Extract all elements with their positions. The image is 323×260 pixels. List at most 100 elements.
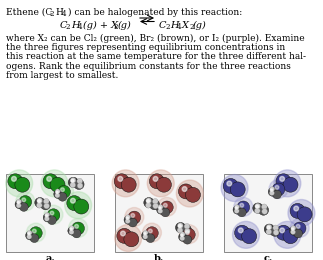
Circle shape bbox=[71, 179, 74, 182]
Text: the three figures representing equilibrium concentrations in: the three figures representing equilibri… bbox=[6, 43, 285, 52]
Circle shape bbox=[146, 234, 155, 243]
Circle shape bbox=[157, 197, 176, 216]
Circle shape bbox=[37, 198, 42, 204]
Circle shape bbox=[124, 232, 139, 247]
Circle shape bbox=[163, 203, 167, 207]
Text: Ethene (C: Ethene (C bbox=[6, 8, 52, 17]
Circle shape bbox=[273, 190, 281, 199]
Circle shape bbox=[270, 189, 273, 191]
Circle shape bbox=[56, 191, 58, 193]
Circle shape bbox=[274, 221, 301, 248]
Circle shape bbox=[117, 228, 132, 243]
Circle shape bbox=[28, 233, 30, 235]
Text: X: X bbox=[182, 21, 189, 30]
Circle shape bbox=[43, 213, 52, 222]
Circle shape bbox=[68, 218, 88, 237]
Circle shape bbox=[67, 196, 82, 211]
Text: c.: c. bbox=[263, 254, 273, 260]
Circle shape bbox=[75, 224, 78, 228]
Circle shape bbox=[118, 177, 123, 181]
Circle shape bbox=[16, 203, 21, 208]
Circle shape bbox=[274, 170, 301, 197]
Circle shape bbox=[181, 234, 183, 236]
Text: H: H bbox=[55, 8, 63, 17]
Circle shape bbox=[182, 228, 195, 241]
Text: H: H bbox=[71, 21, 79, 30]
Circle shape bbox=[185, 187, 201, 202]
Circle shape bbox=[147, 200, 150, 203]
Circle shape bbox=[15, 200, 24, 209]
Circle shape bbox=[253, 203, 263, 213]
Circle shape bbox=[47, 209, 60, 222]
Circle shape bbox=[161, 208, 170, 217]
Circle shape bbox=[176, 180, 203, 207]
Circle shape bbox=[230, 182, 245, 197]
Circle shape bbox=[237, 208, 246, 217]
Circle shape bbox=[44, 198, 49, 204]
Circle shape bbox=[296, 224, 300, 228]
Circle shape bbox=[70, 228, 72, 230]
Text: 2: 2 bbox=[165, 23, 170, 31]
Circle shape bbox=[27, 230, 32, 235]
Circle shape bbox=[112, 170, 139, 197]
Circle shape bbox=[291, 226, 296, 231]
Text: C: C bbox=[60, 21, 68, 30]
Circle shape bbox=[15, 177, 30, 192]
Circle shape bbox=[234, 205, 239, 210]
Circle shape bbox=[38, 200, 41, 203]
Circle shape bbox=[158, 205, 163, 210]
Circle shape bbox=[159, 207, 161, 209]
Circle shape bbox=[161, 201, 173, 214]
Circle shape bbox=[27, 234, 32, 239]
Circle shape bbox=[131, 213, 135, 217]
Circle shape bbox=[272, 183, 285, 196]
Circle shape bbox=[114, 174, 129, 189]
Circle shape bbox=[65, 192, 92, 219]
Circle shape bbox=[142, 223, 162, 242]
Circle shape bbox=[125, 215, 130, 220]
Text: where X₂ can be Cl₂ (green), Br₂ (brown), or I₂ (purple). Examine: where X₂ can be Cl₂ (green), Br₂ (brown)… bbox=[6, 34, 305, 43]
Circle shape bbox=[29, 227, 42, 239]
Circle shape bbox=[240, 203, 244, 207]
Circle shape bbox=[19, 203, 28, 211]
Circle shape bbox=[178, 223, 183, 229]
Circle shape bbox=[125, 207, 144, 226]
Circle shape bbox=[269, 191, 274, 196]
FancyBboxPatch shape bbox=[115, 174, 203, 252]
Circle shape bbox=[36, 203, 42, 208]
Circle shape bbox=[22, 198, 26, 202]
Circle shape bbox=[267, 226, 270, 229]
Circle shape bbox=[152, 198, 158, 204]
Circle shape bbox=[45, 215, 47, 217]
Circle shape bbox=[72, 229, 81, 238]
Text: 2: 2 bbox=[49, 10, 54, 18]
Circle shape bbox=[143, 234, 148, 239]
Circle shape bbox=[273, 230, 279, 235]
Circle shape bbox=[55, 189, 60, 194]
Circle shape bbox=[255, 208, 260, 213]
Circle shape bbox=[234, 225, 250, 240]
Circle shape bbox=[19, 196, 32, 208]
Text: (g) + X: (g) + X bbox=[83, 21, 118, 30]
Circle shape bbox=[12, 177, 16, 181]
Text: this reaction at the same temperature for the three different hal-: this reaction at the same temperature fo… bbox=[6, 53, 306, 61]
Circle shape bbox=[124, 216, 133, 224]
Circle shape bbox=[273, 225, 278, 231]
Circle shape bbox=[17, 202, 19, 204]
Text: 4: 4 bbox=[78, 23, 82, 31]
Circle shape bbox=[77, 183, 83, 188]
Circle shape bbox=[258, 205, 269, 215]
Circle shape bbox=[262, 209, 267, 214]
Circle shape bbox=[72, 222, 84, 235]
Circle shape bbox=[275, 185, 279, 189]
Circle shape bbox=[6, 170, 33, 197]
Circle shape bbox=[125, 219, 130, 224]
Circle shape bbox=[40, 200, 51, 210]
Circle shape bbox=[121, 177, 136, 192]
Circle shape bbox=[126, 217, 129, 219]
Circle shape bbox=[283, 229, 298, 244]
Circle shape bbox=[294, 206, 298, 211]
Circle shape bbox=[150, 174, 164, 189]
Circle shape bbox=[69, 230, 74, 235]
Text: b.: b. bbox=[154, 254, 164, 260]
